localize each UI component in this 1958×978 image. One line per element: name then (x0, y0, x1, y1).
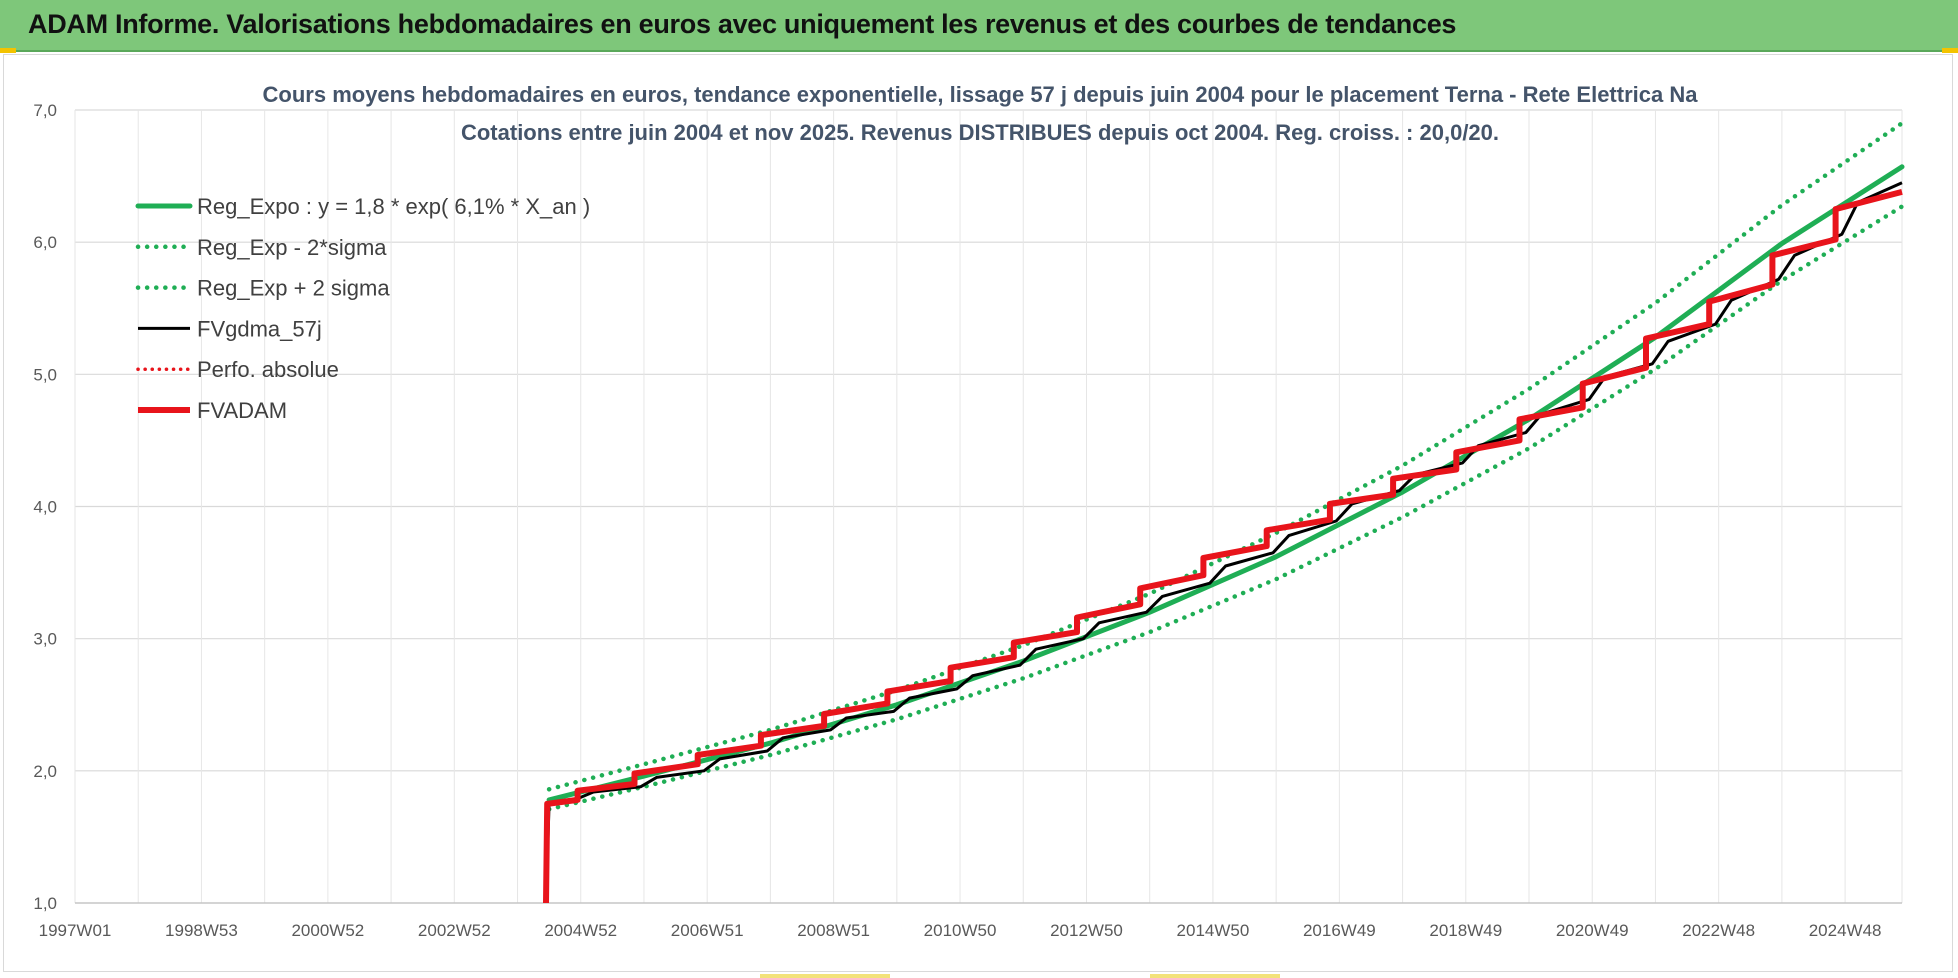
y-tick-label: 4,0 (33, 498, 57, 517)
series-line-2 (546, 120, 1905, 792)
report-title: ADAM Informe. Valorisations hebdomadaire… (28, 9, 1457, 39)
x-tick-label: 2012W50 (1050, 921, 1123, 940)
x-tick-label: 2000W52 (291, 921, 364, 940)
series-line-5 (543, 188, 1903, 904)
legend-label: Perfo. absolue (197, 357, 339, 382)
series-line-1 (546, 204, 1905, 812)
bottom-mark-2 (1150, 974, 1280, 978)
chart-frame (3, 54, 1953, 972)
x-tick-label: 2010W50 (924, 921, 997, 940)
x-tick-label: 2008W51 (797, 921, 870, 940)
corner-mark-right (1942, 48, 1958, 53)
x-tick-label: 1998W53 (165, 921, 238, 940)
x-tick-label: 2022W48 (1682, 921, 1755, 940)
x-tick-label: 2006W51 (671, 921, 744, 940)
legend: Reg_Expo : y = 1,8 * exp( 6,1% * X_an ) R… (135, 194, 590, 423)
x-tick-label: 2014W50 (1177, 921, 1250, 940)
x-tick-label: 2020W49 (1556, 921, 1629, 940)
legend-label: Reg_Expo : y = 1,8 * exp( 6,1% * X_an ) (197, 194, 590, 219)
report-banner: ADAM Informe. Valorisations hebdomadaire… (0, 0, 1958, 52)
grid-layer (74, 109, 1903, 904)
series-layer (543, 120, 1905, 904)
legend-label: Reg_Exp + 2 sigma (197, 276, 390, 301)
chart-subtitle: Cotations entre juin 2004 et nov 2025. R… (461, 120, 1499, 145)
series-line-3 (544, 181, 1903, 904)
x-tick-label: 2002W52 (418, 921, 491, 940)
x-tick-label: 2016W49 (1303, 921, 1376, 940)
x-tick-label: 2004W52 (544, 921, 617, 940)
legend-label: FVgdma_57j (197, 316, 322, 341)
legend-label: FVADAM (197, 398, 287, 423)
y-tick-label: 6,0 (33, 233, 57, 252)
bottom-mark-1 (760, 974, 890, 978)
y-tick-label: 1,0 (33, 894, 57, 913)
axis-layer: 1,0 2,0 3,0 4,0 5,0 6,0 7,0 1997W01 1998W53 2000W… (33, 101, 1902, 940)
legend-label: Reg_Exp - 2*sigma (197, 235, 387, 260)
y-tick-label: 5,0 (33, 365, 57, 384)
y-tick-label: 7,0 (33, 101, 57, 120)
x-tick-label: 2024W48 (1809, 921, 1882, 940)
x-tick-label: 2018W49 (1429, 921, 1502, 940)
corner-mark-left (0, 48, 16, 53)
x-tick-label: 1997W01 (39, 921, 112, 940)
y-tick-label: 2,0 (33, 762, 57, 781)
y-tick-label: 3,0 (33, 630, 57, 649)
chart-title: Cours moyens hebdomadaires en euros, ten… (263, 82, 1699, 107)
series-line-0 (546, 164, 1905, 803)
